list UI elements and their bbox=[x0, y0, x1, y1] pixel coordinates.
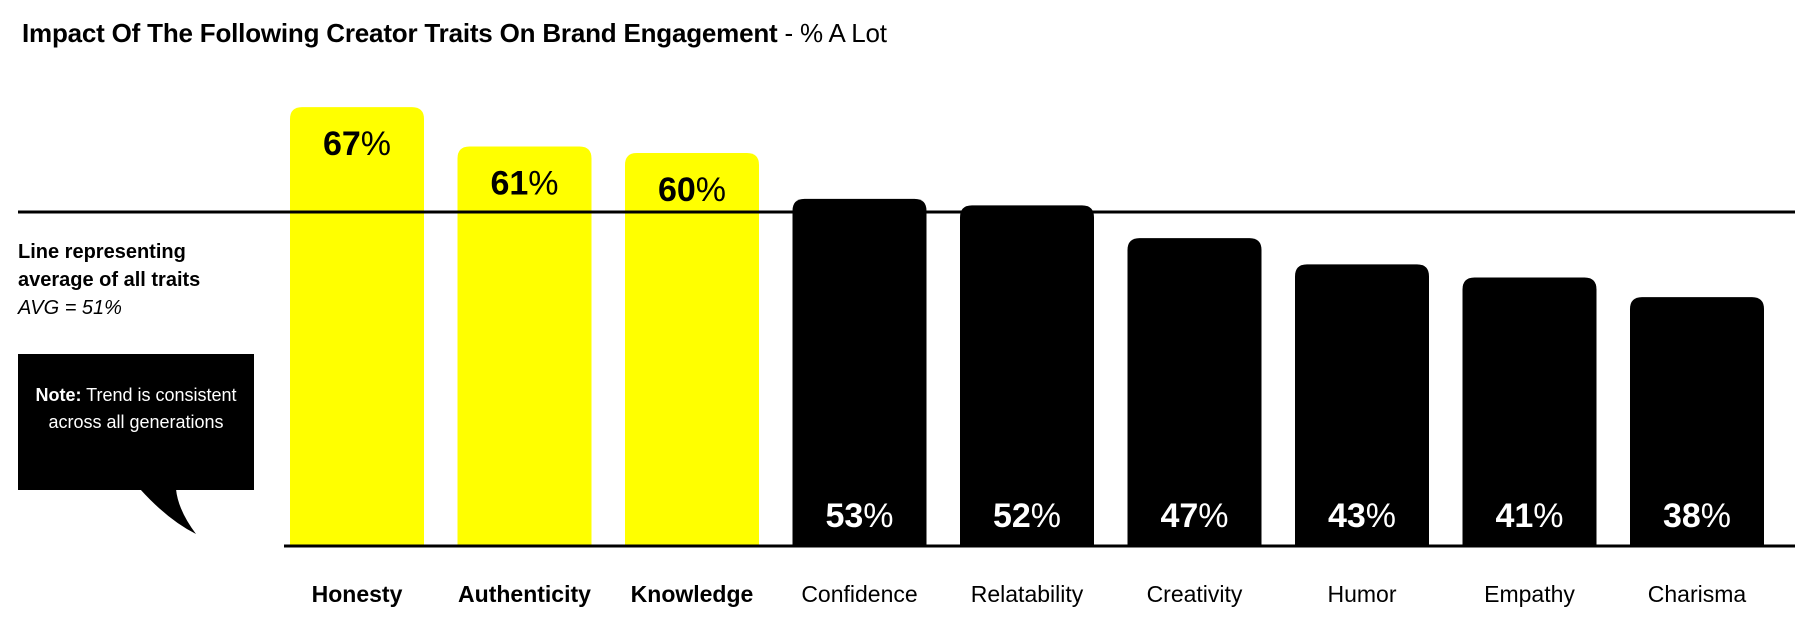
value-label-knowledge: 60% bbox=[658, 171, 726, 209]
note-text: Trend is consistent across all generatio… bbox=[48, 385, 237, 432]
chart-title-main: Impact Of The Following Creator Traits O… bbox=[22, 18, 778, 48]
bar-humor bbox=[1295, 264, 1429, 546]
category-label-honesty: Honesty bbox=[312, 581, 403, 607]
bar-empathy bbox=[1462, 277, 1597, 546]
average-value: AVG = 51% bbox=[18, 297, 122, 319]
value-label-confidence: 53% bbox=[825, 497, 893, 535]
category-label-relatability: Relatability bbox=[971, 581, 1084, 607]
value-label-authenticity: 61% bbox=[490, 164, 558, 202]
note-callout: Note: Trend is consistent across all gen… bbox=[18, 354, 254, 490]
value-label-relatability: 52% bbox=[993, 497, 1061, 535]
value-label-empathy: 41% bbox=[1495, 497, 1563, 535]
value-label-charisma: 38% bbox=[1663, 497, 1731, 535]
category-label-charisma: Charisma bbox=[1648, 581, 1747, 607]
bars-group bbox=[290, 107, 1764, 547]
note-label: Note: bbox=[35, 385, 82, 405]
value-label-honesty: 67% bbox=[323, 125, 391, 163]
category-label-humor: Humor bbox=[1327, 581, 1396, 607]
bar-honesty bbox=[290, 107, 424, 547]
category-label-authenticity: Authenticity bbox=[458, 581, 591, 607]
callout-tail bbox=[140, 489, 196, 534]
value-labels-group: 67% 61% 60% 53% 52% 47% 43% 41% 38% bbox=[323, 125, 1731, 535]
chart-title-suffix: - % A Lot bbox=[777, 18, 887, 48]
bar-relatability bbox=[960, 205, 1094, 546]
category-label-creativity: Creativity bbox=[1147, 581, 1243, 607]
bar-authenticity bbox=[457, 146, 592, 546]
average-line-label: Line representing average of all traits … bbox=[18, 238, 200, 322]
chart-title: Impact Of The Following Creator Traits O… bbox=[22, 18, 887, 49]
average-label-line1: Line representing bbox=[18, 241, 186, 263]
category-label-empathy: Empathy bbox=[1484, 581, 1575, 607]
value-label-humor: 43% bbox=[1328, 497, 1396, 535]
average-label-line2: average of all traits bbox=[18, 269, 201, 291]
category-label-confidence: Confidence bbox=[801, 581, 917, 607]
bar-charisma bbox=[1630, 297, 1764, 546]
category-labels-group: Honesty Authenticity Knowledge Confidence Re… bbox=[312, 581, 1747, 607]
bar-knowledge bbox=[625, 153, 759, 546]
bar-confidence bbox=[792, 198, 927, 546]
category-label-knowledge: Knowledge bbox=[631, 581, 754, 607]
bar-creativity bbox=[1127, 238, 1262, 546]
value-label-creativity: 47% bbox=[1160, 497, 1228, 535]
